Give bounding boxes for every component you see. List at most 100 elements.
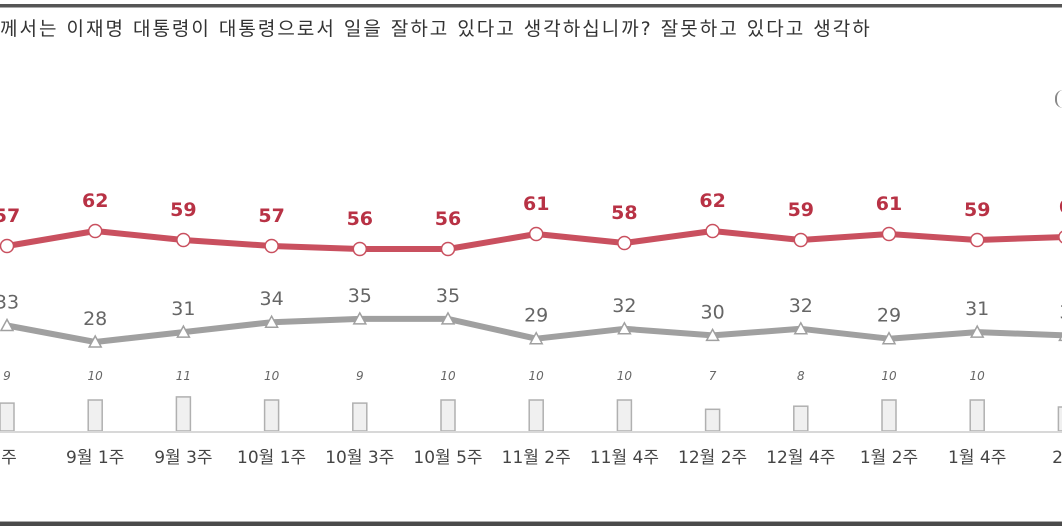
negative-value-label: 32 [612, 295, 636, 317]
triangle-marker-icon [440, 311, 456, 325]
positive-value-label: 57 [258, 205, 284, 227]
circle-marker-icon [1058, 230, 1062, 244]
x-axis-label: 10월 5주 [413, 448, 482, 468]
bar [440, 399, 456, 432]
positive-value-label: 6 [1059, 196, 1062, 218]
circle-marker-icon [881, 226, 897, 242]
negative-value-label: 31 [171, 298, 195, 320]
positive-value-label: 62 [82, 190, 108, 212]
triangle-marker-icon [264, 314, 279, 328]
positive-value-label: 62 [699, 190, 725, 212]
negative-value-label: 29 [877, 305, 901, 327]
bar [793, 405, 809, 432]
circle-marker-icon [0, 238, 15, 254]
positive-value-label: 59 [170, 199, 196, 221]
negative-value-label: 34 [260, 288, 284, 310]
circle-marker-icon [793, 232, 809, 248]
survey-question: 께서는 이재명 대통령이 대통령으로서 일을 잘하고 있다고 생각하십니까? 잘… [0, 18, 872, 40]
bar [352, 402, 368, 432]
negative-value-label: 35 [436, 285, 460, 307]
positive-value-label: 57 [0, 205, 20, 227]
line-series [0, 223, 1062, 348]
bar-value-label: 8 [797, 369, 805, 383]
circle-marker-icon [969, 232, 985, 248]
x-axis-label: 2월 [1052, 448, 1062, 468]
x-axis-label: 11월 2주 [502, 448, 571, 468]
bar-value-label: 7 [709, 369, 717, 383]
triangle-marker-icon [1058, 334, 1062, 342]
negative-value-label: 31 [965, 298, 989, 320]
negative-value-label: 28 [83, 308, 107, 330]
x-axis-labels: 월 3주 9월 1주 9월 3주 10월 1주 10월 3주 10월 5주 11월 2주 11… [0, 448, 1062, 468]
bar-value-label: 10 [970, 369, 986, 383]
triangle-marker-icon [969, 324, 985, 338]
circle-marker-icon [705, 223, 720, 239]
positive-value-label: 61 [876, 193, 902, 215]
x-axis-label: 12월 2주 [678, 448, 747, 468]
negative-value-label: 33 [0, 292, 19, 314]
bar [175, 396, 192, 432]
negative-value-label: 30 [701, 301, 725, 323]
bar-value-label: 9 [356, 369, 364, 383]
x-axis-label: 11월 4주 [590, 448, 659, 468]
x-axis-label: 10월 3주 [325, 448, 394, 468]
positive-value-label: 59 [964, 199, 990, 221]
x-axis-label: 월 3주 [0, 448, 17, 468]
bar-value-label: 9 [3, 369, 11, 383]
positive-value-label: 56 [347, 208, 373, 230]
top-border [0, 4, 1062, 7]
triangle-marker-icon [176, 324, 191, 338]
x-axis-label: 1월 2주 [860, 448, 918, 468]
bar-value-label: 10 [88, 369, 104, 383]
top-border-highlight [0, 7, 1062, 8]
bar-value-label: 10 [264, 369, 280, 383]
bar-value-label: 10 [529, 369, 545, 383]
circle-marker-icon [176, 232, 191, 248]
x-axis-label: 9월 3주 [154, 448, 212, 468]
bar [87, 399, 103, 432]
negative-value-label: 32 [789, 295, 813, 317]
negative-value-label: 3 [1059, 301, 1062, 323]
positive-value-label: 58 [611, 202, 637, 224]
bar-series-undecided [0, 396, 1062, 432]
bar [263, 399, 280, 432]
bar [0, 402, 15, 432]
x-axis-label: 1월 4주 [948, 448, 1006, 468]
triangle-marker-icon [705, 327, 720, 342]
bar [616, 399, 633, 432]
bottom-border-highlight [0, 521, 1062, 522]
bar [528, 399, 544, 432]
circle-marker-icon [264, 238, 279, 254]
triangle-marker-icon [352, 311, 368, 325]
bar-value-label: 10 [440, 369, 456, 383]
bottom-border [0, 522, 1062, 526]
positive-value-label: 61 [523, 193, 549, 215]
triangle-marker-icon [87, 334, 103, 348]
negative-value-label: 29 [524, 305, 548, 327]
circle-marker-icon [352, 241, 368, 257]
negative-value-label: 35 [348, 285, 372, 307]
circle-marker-icon [528, 226, 544, 242]
circle-marker-icon [87, 223, 103, 239]
bar-value-label: 10 [617, 369, 633, 383]
bar [969, 399, 985, 432]
positive-value-label: 59 [788, 199, 814, 221]
x-axis-label: 10월 1주 [237, 448, 306, 468]
legend-icon [1055, 90, 1062, 108]
x-axis-label: 12월 4주 [766, 448, 835, 468]
circle-marker-icon [440, 241, 456, 257]
bar [704, 408, 721, 432]
bar [881, 399, 897, 432]
triangle-marker-icon [528, 331, 544, 345]
triangle-marker-icon [617, 321, 632, 335]
triangle-marker-icon [881, 331, 897, 345]
bar-value-label: 10 [881, 369, 897, 383]
x-axis-label: 9월 1주 [66, 448, 124, 468]
positive-value-label: 56 [435, 208, 461, 230]
triangle-marker-icon [0, 317, 15, 332]
triangle-marker-icon [793, 321, 809, 335]
circle-marker-icon [617, 235, 632, 251]
bar-value-label: 11 [176, 369, 191, 383]
